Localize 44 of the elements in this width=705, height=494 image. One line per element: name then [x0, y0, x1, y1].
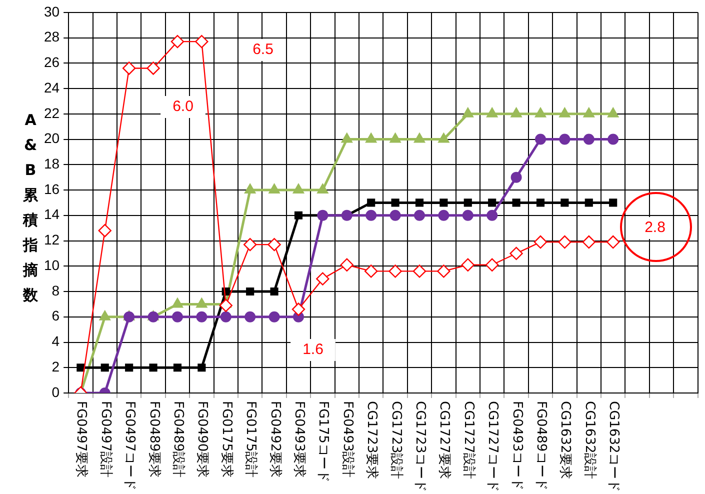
x-tick-label: FG0175要求 — [218, 401, 234, 478]
x-tick-label: FG175コード — [314, 401, 331, 482]
y-tick-label: 4 — [52, 333, 60, 350]
y-tick-label: 6 — [52, 308, 60, 324]
y-tick-label: 0 — [52, 384, 60, 400]
y-tick-label: 16 — [44, 180, 60, 197]
annotation: 2.8 — [644, 219, 666, 236]
x-tick-label: CG1727要求 — [436, 401, 452, 480]
x-tick-label: CG1723設計 — [387, 401, 404, 480]
x-tick-label: FG0497設計 — [96, 401, 113, 478]
x-tick-label: FG0490要求 — [194, 401, 210, 478]
x-tick-label: FG0497コード — [121, 401, 138, 491]
x-tick-label: CG1632設計 — [580, 401, 597, 480]
x-tick-label: FG0492要求 — [266, 401, 282, 478]
y-tick-label: 10 — [44, 256, 60, 273]
y-tick-label: 30 — [44, 3, 60, 20]
y-tick-label: 26 — [44, 54, 60, 70]
y-tick-label: 20 — [44, 130, 60, 146]
x-tick-label: FG0489設計 — [169, 401, 186, 478]
x-tick-label: CG1723コード — [411, 401, 428, 492]
x-tick-label: FG0175設計 — [242, 401, 258, 478]
x-tick-label: CG1632要求 — [556, 401, 573, 480]
y-tick-label: 2 — [52, 358, 60, 374]
x-tick-label: FG0493設計 — [338, 401, 355, 478]
x-tick-label: CG1727コード — [484, 401, 500, 492]
x-tick-label: CG1727設計 — [460, 401, 476, 480]
y-tick-label: 8 — [52, 282, 60, 298]
x-tick-label: FG0489要求 — [145, 401, 162, 478]
annotation: 1.6 — [302, 341, 324, 358]
annotation: 6.5 — [252, 41, 274, 58]
y-tick-label: 28 — [44, 28, 60, 45]
y-tick-label: 12 — [44, 232, 60, 248]
y-tick-label: 18 — [44, 156, 60, 172]
x-tick-label: FG0493コード — [508, 401, 524, 491]
x-tick-label: FG0489コード — [532, 401, 548, 491]
x-tick-label: CG1632コード — [605, 401, 622, 492]
x-tick-label: FG0493要求 — [290, 401, 306, 478]
annotation: 6.0 — [172, 98, 194, 116]
y-tick-label: 22 — [44, 104, 60, 121]
x-tick-label: CG1723要求 — [363, 401, 380, 480]
x-tick-label: FG0497要求 — [72, 401, 89, 478]
y-tick-label: 14 — [44, 206, 60, 222]
y-tick-label: 24 — [44, 79, 60, 96]
y-axis-title: A&B累積指摘数 — [22, 110, 39, 306]
